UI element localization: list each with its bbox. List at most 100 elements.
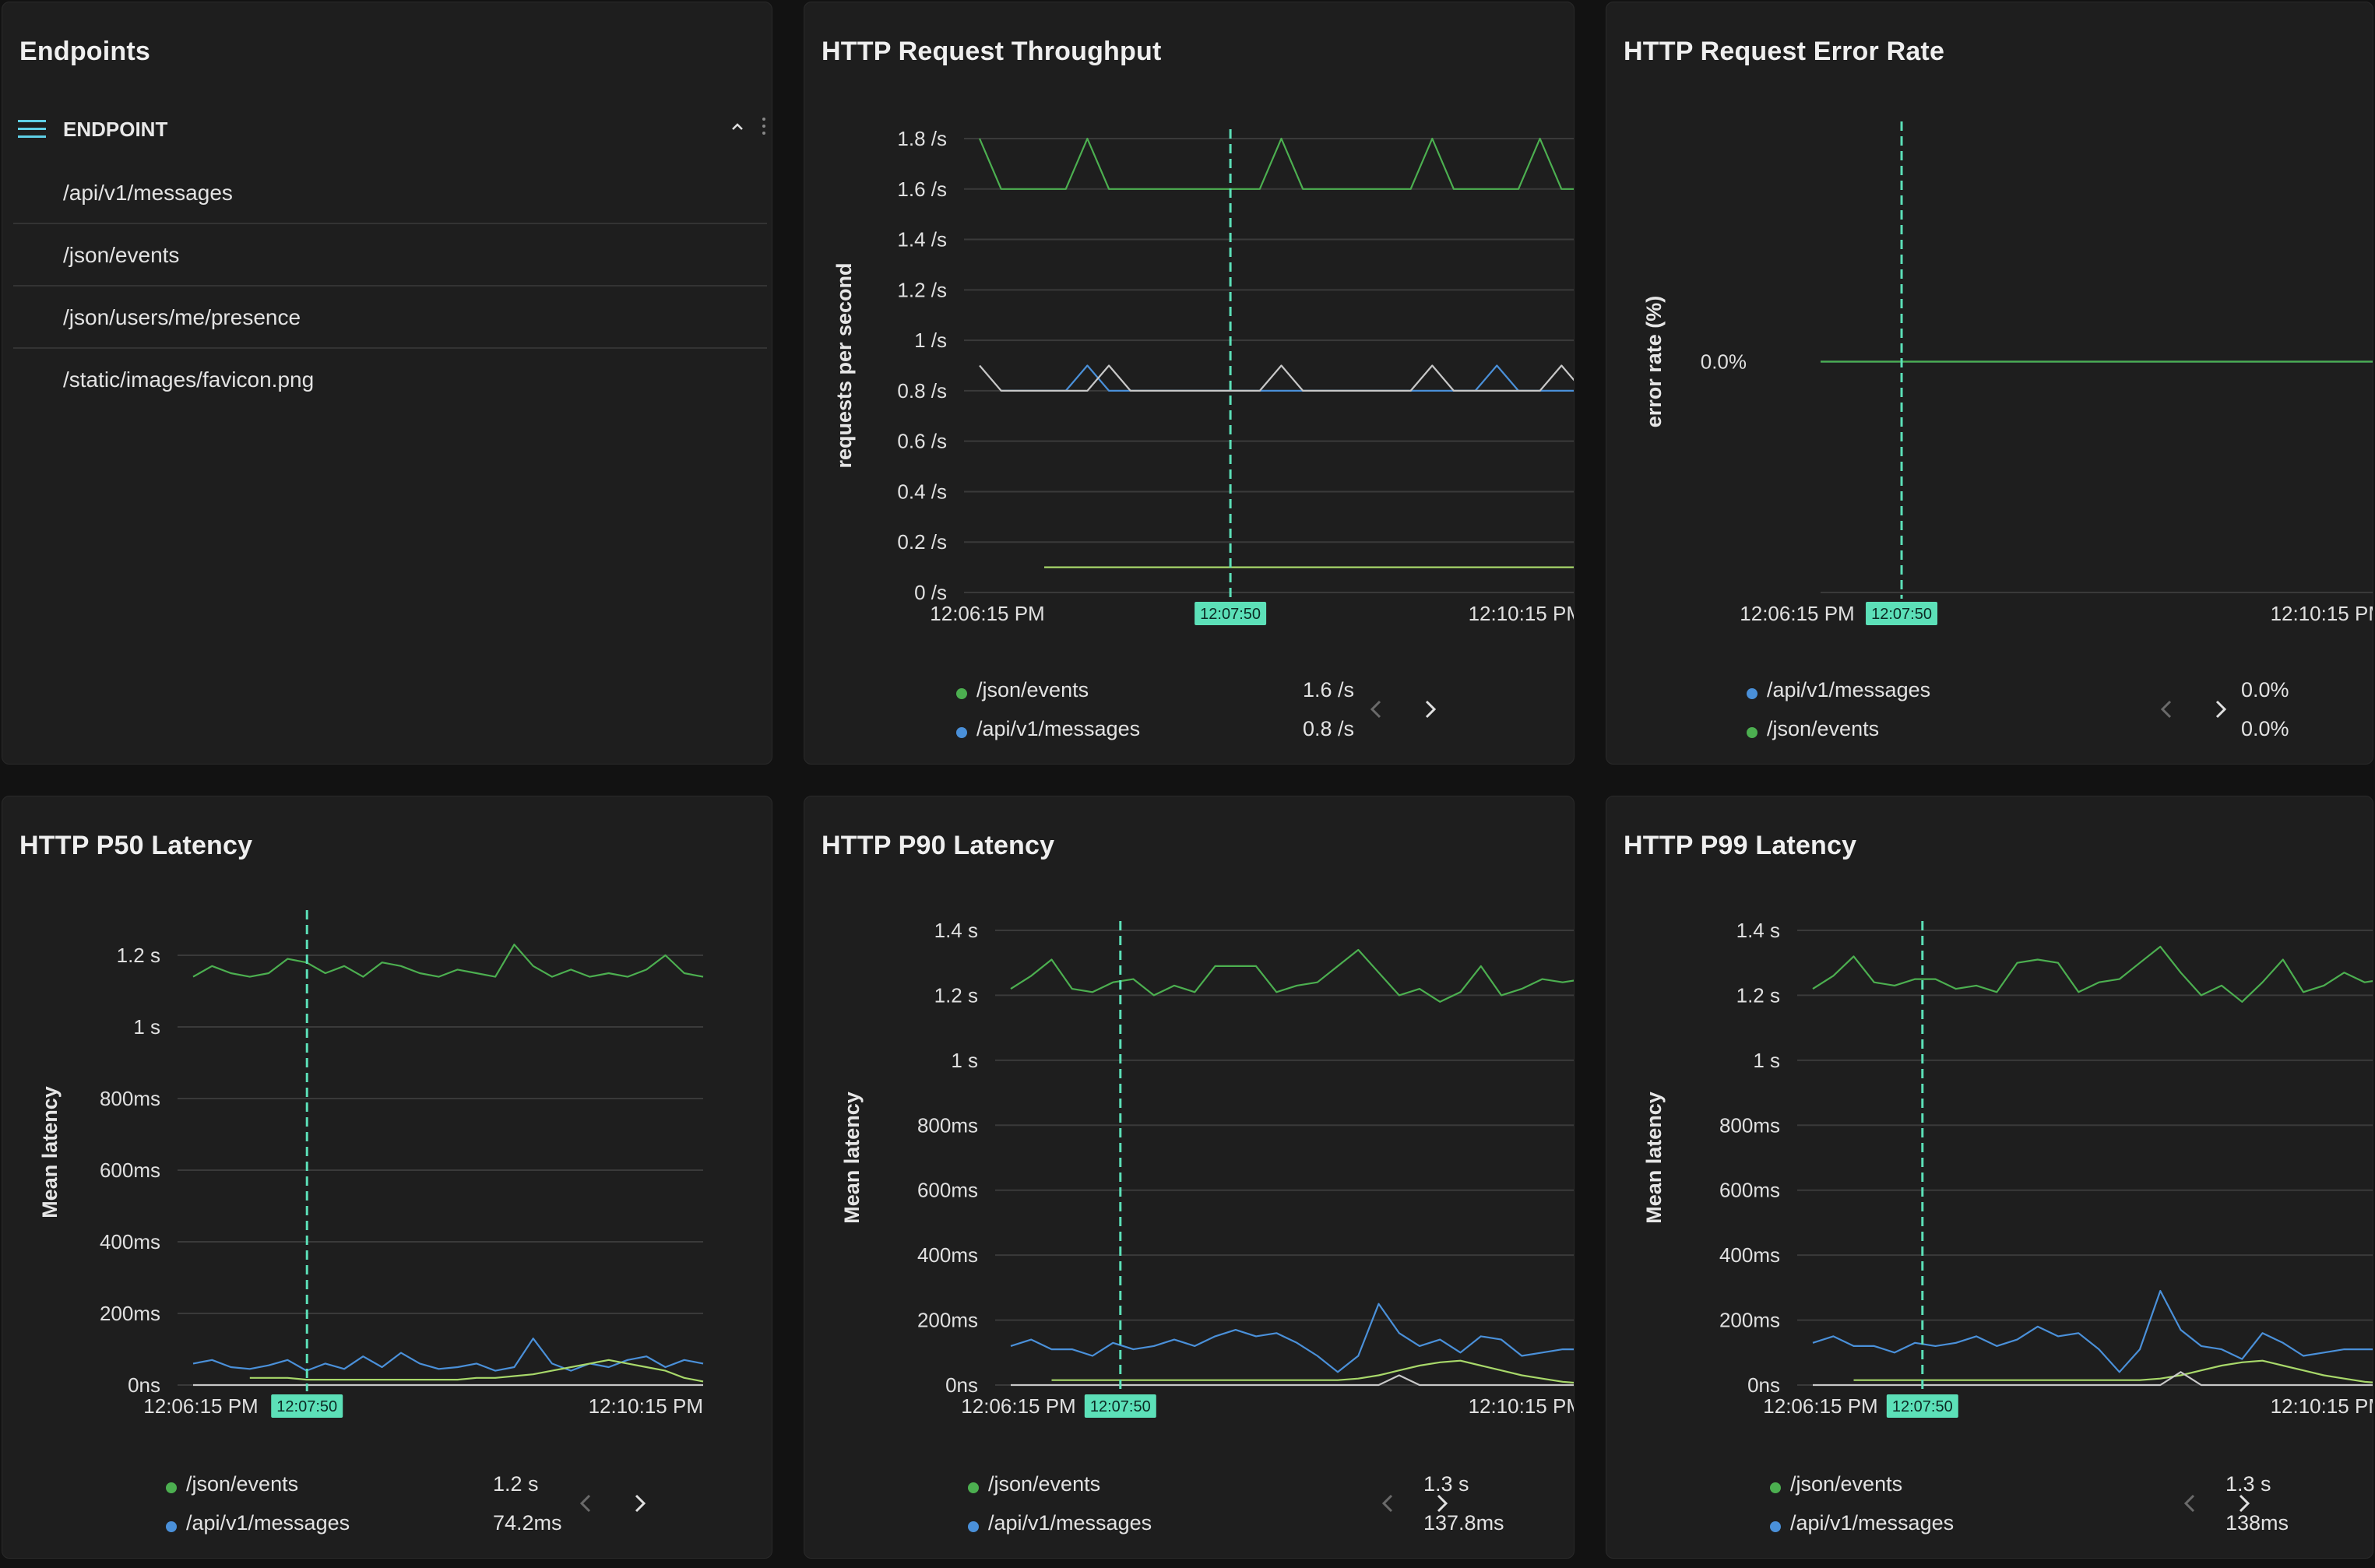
endpoint-row[interactable]: /static/images/favicon.png xyxy=(13,349,767,411)
y-tick-label: 400ms xyxy=(100,1230,160,1253)
y-tick-label: 1.8 /s xyxy=(897,127,947,150)
legend-series-value: 138ms xyxy=(2225,1511,2289,1535)
cursor-time-badge xyxy=(1866,602,1938,625)
chevron-left-icon[interactable] xyxy=(2152,694,2183,725)
kebab-icon[interactable] xyxy=(759,114,769,138)
y-axis-label: requests per second xyxy=(832,262,856,468)
chevron-right-icon[interactable] xyxy=(2204,694,2236,725)
legend-item[interactable]: /api/v1/messages 74.2ms xyxy=(166,1511,711,1539)
y-tick-label: 600ms xyxy=(1719,1179,1780,1202)
chart-legend: /api/v1/messages 0.0% /json/events 0.0% xyxy=(1747,678,2292,748)
legend-item[interactable]: /json/events 1.3 s xyxy=(968,1472,1513,1500)
endpoint-column-header[interactable]: ENDPOINT xyxy=(13,111,769,149)
panel-title: HTTP Request Throughput xyxy=(822,37,1162,66)
y-tick-label: 1 s xyxy=(951,1049,978,1072)
y-tick-label: 0.4 /s xyxy=(897,480,947,503)
chevron-left-icon[interactable] xyxy=(1373,1488,1404,1519)
chart-legend: /json/events 1.2 s/api/v1/messages 74.2ms xyxy=(166,1472,711,1542)
chart-legend: /json/events 1.6 /s/api/v1/messages 0.8 /s xyxy=(956,678,1501,748)
cursor-time-badge xyxy=(1886,1394,1958,1418)
legend-item[interactable]: /json/events 1.3 s xyxy=(1770,1472,2315,1500)
y-tick-label: 0ns xyxy=(128,1373,160,1397)
series-line xyxy=(1010,1303,1574,1373)
p50-latency-panel: HTTP P50 Latency 0ns 200ms 400ms 600ms 800ms… xyxy=(2,796,772,1559)
legend-item[interactable]: /json/events 1.2 s xyxy=(166,1472,711,1500)
x-tick-label: 12:10:15 PM xyxy=(2271,1394,2373,1418)
legend-color-dot xyxy=(166,1521,177,1532)
panel-title: HTTP P99 Latency xyxy=(1624,831,1857,860)
chevron-left-icon[interactable] xyxy=(2175,1488,2206,1519)
y-tick-label: 1.2 s xyxy=(934,983,978,1007)
y-tick-label: 1.4 s xyxy=(1736,919,1780,942)
cursor-time-badge xyxy=(1084,1394,1156,1418)
legend-item[interactable]: /api/v1/messages 0.0% xyxy=(1747,678,2292,706)
legend-color-dot xyxy=(968,1482,979,1493)
chart-svg[interactable]: 0ns 200ms 400ms 600ms 800ms 1 s 1.2 s 1.4 s Mean… xyxy=(804,796,1574,1558)
cursor-time-badge xyxy=(271,1394,343,1418)
x-tick-label: 12:06:15 PM xyxy=(143,1394,258,1418)
endpoint-row[interactable]: /json/users/me/presence xyxy=(13,287,767,349)
endpoint-row[interactable]: /json/events xyxy=(13,224,767,287)
panel-title: HTTP P90 Latency xyxy=(822,831,1055,860)
chart-svg[interactable]: 0.0% error rate (%) 12:07:50 12:06:15 PM 12:… xyxy=(1606,2,2373,764)
x-tick-label: 12:06:15 PM xyxy=(930,602,1044,625)
y-tick-label: 800ms xyxy=(100,1087,160,1110)
legend-item[interactable]: /api/v1/messages 137.8ms xyxy=(968,1511,1513,1539)
y-tick-label: 200ms xyxy=(1719,1309,1780,1332)
chevron-up-icon[interactable] xyxy=(728,118,747,136)
y-tick-label: 800ms xyxy=(917,1113,978,1137)
chevron-right-icon[interactable] xyxy=(1414,694,1445,725)
throughput-panel: HTTP Request Throughput 0 /s 0.2 /s 0.4 /s… xyxy=(804,2,1575,765)
panel-title: HTTP P50 Latency xyxy=(19,831,253,860)
legend-series-value: 0.0% xyxy=(2241,678,2289,701)
x-tick-label: 12:06:15 PM xyxy=(961,1394,1075,1418)
series-line xyxy=(1010,948,1574,1003)
error-rate-panel: HTTP Request Error Rate 0.0% error rate (… xyxy=(1606,2,2373,765)
endpoint-row[interactable]: /api/v1/messages xyxy=(13,162,767,224)
legend-item[interactable]: /api/v1/messages 0.8 /s xyxy=(956,717,1501,745)
y-tick-label: 0ns xyxy=(1747,1373,1780,1397)
chart-svg[interactable]: 0 /s 0.2 /s 0.4 /s 0.6 /s 0.8 /s 1 /s 1.2 /s 1.… xyxy=(804,2,1574,764)
legend-color-dot xyxy=(166,1482,177,1493)
y-axis-label: Mean latency xyxy=(840,1092,864,1224)
endpoint-label: /api/v1/messages xyxy=(63,181,233,205)
series-line xyxy=(192,1338,704,1372)
menu-icon[interactable] xyxy=(16,116,48,142)
legend-item[interactable]: /json/events 0.0% xyxy=(1747,717,2292,745)
cursor-time-label: 12:07:50 xyxy=(1892,1398,1953,1415)
chart-legend: /json/events 1.3 s/api/v1/messages 137.8ms xyxy=(968,1472,1513,1542)
chevron-right-icon[interactable] xyxy=(2228,1488,2259,1519)
chevron-left-icon[interactable] xyxy=(1361,694,1392,725)
cursor-time-label: 12:07:50 xyxy=(1200,606,1261,623)
chevron-right-icon[interactable] xyxy=(624,1488,655,1519)
panel-title: Endpoints xyxy=(19,37,150,66)
chart-svg[interactable]: 0ns 200ms 400ms 600ms 800ms 1 s 1.2 s 1.4 s Mean… xyxy=(1606,796,2373,1558)
p99-latency-panel: HTTP P99 Latency 0ns 200ms 400ms 600ms 800ms… xyxy=(1606,796,2373,1559)
chevron-right-icon[interactable] xyxy=(1426,1488,1457,1519)
legend-series-name: /json/events xyxy=(988,1472,1101,1496)
cursor-time-label: 12:07:50 xyxy=(276,1398,337,1415)
series-line xyxy=(249,1359,704,1383)
x-tick-label: 12:06:15 PM xyxy=(1740,602,1854,625)
y-tick-label: 1.4 s xyxy=(934,919,978,942)
x-tick-label: 12:10:15 PM xyxy=(1469,1394,1574,1418)
series-line xyxy=(192,944,704,978)
legend-item[interactable]: /json/events 1.6 /s xyxy=(956,678,1501,706)
legend-series-name: /api/v1/messages xyxy=(186,1511,350,1535)
series-line xyxy=(1051,1359,1574,1384)
y-tick-label: 1 /s xyxy=(914,329,947,352)
legend-series-name: /api/v1/messages xyxy=(988,1511,1152,1535)
series-line xyxy=(978,137,1574,190)
endpoint-label: /json/users/me/presence xyxy=(63,305,301,329)
x-tick-label: 12:10:15 PM xyxy=(589,1394,703,1418)
series-line xyxy=(1001,364,1574,392)
chart-svg[interactable]: 0ns 200ms 400ms 600ms 800ms 1 s 1.2 s Mean late… xyxy=(2,796,772,1558)
legend-series-value: 1.3 s xyxy=(2225,1472,2271,1496)
chevron-left-icon[interactable] xyxy=(571,1488,602,1519)
y-tick-label: 1.6 /s xyxy=(897,178,947,201)
legend-series-value: 0.0% xyxy=(2241,717,2289,740)
legend-item[interactable]: /api/v1/messages 138ms xyxy=(1770,1511,2315,1539)
y-tick-label: 800ms xyxy=(1719,1113,1780,1137)
y-tick-label: 1.2 /s xyxy=(897,278,947,301)
series-line xyxy=(1853,1359,2373,1383)
